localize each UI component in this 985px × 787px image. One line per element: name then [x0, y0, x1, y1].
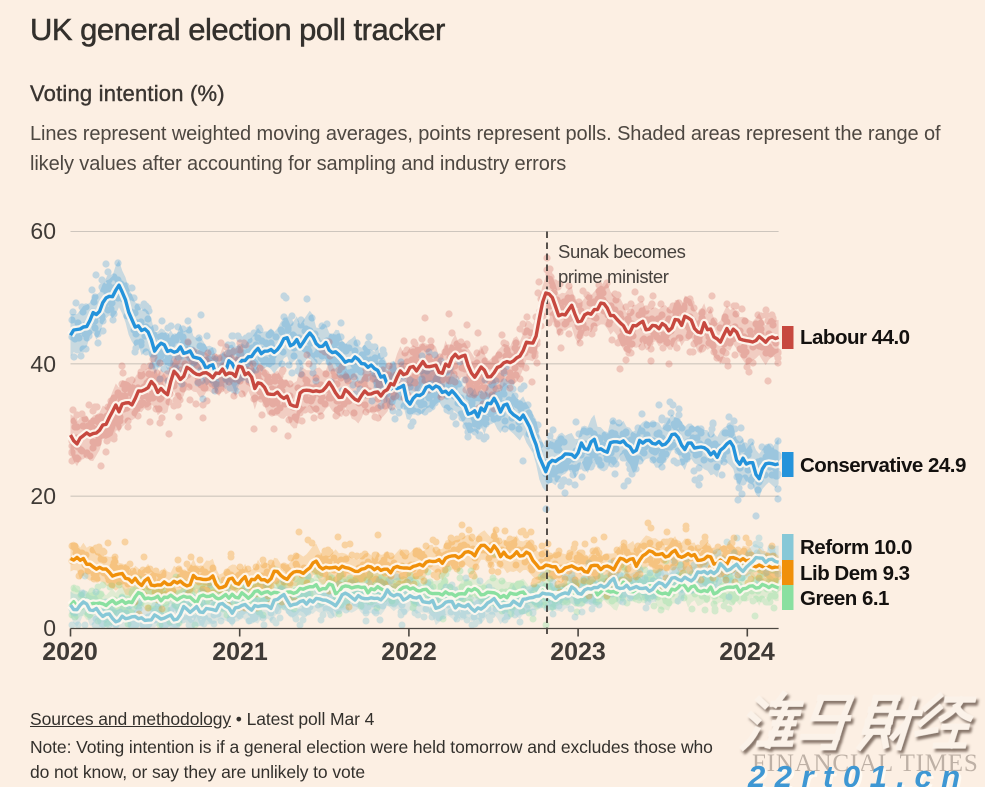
svg-text:Lib Dem 9.3: Lib Dem 9.3 [800, 562, 910, 585]
svg-text:Conservative 24.9: Conservative 24.9 [800, 454, 966, 477]
svg-text:2021: 2021 [212, 638, 268, 666]
svg-text:0: 0 [43, 615, 56, 641]
svg-text:Labour 44.0: Labour 44.0 [800, 326, 910, 349]
svg-text:Reform 10.0: Reform 10.0 [800, 536, 912, 559]
svg-text:60: 60 [30, 218, 56, 244]
svg-text:40: 40 [30, 351, 56, 377]
svg-text:2020: 2020 [42, 638, 98, 666]
svg-text:Sunak becomes: Sunak becomes [558, 241, 686, 262]
svg-text:2024: 2024 [719, 638, 775, 666]
svg-text:2023: 2023 [550, 638, 606, 666]
svg-text:Green 6.1: Green 6.1 [800, 587, 889, 610]
svg-text:20: 20 [30, 483, 56, 509]
svg-text:prime minister: prime minister [558, 266, 669, 287]
svg-text:2022: 2022 [381, 638, 437, 666]
